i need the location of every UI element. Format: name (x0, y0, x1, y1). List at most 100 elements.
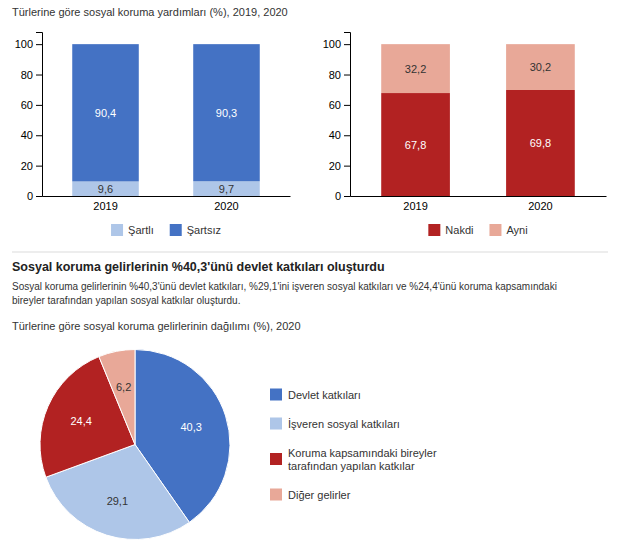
x-tick: 2019 (403, 196, 427, 212)
data-label: 29,1 (107, 495, 128, 507)
data-label: 6,2 (116, 381, 131, 393)
x-axis: 2019 2020 (43, 196, 291, 212)
legend: NakdiAyni (428, 224, 527, 236)
data-label: 90,3 (216, 107, 237, 119)
bars (381, 44, 575, 196)
tick-mark (344, 166, 350, 167)
legend-item: Diğer gelirler (270, 489, 351, 501)
subtitle: Sosyal koruma gelirlerinin %40,3'ünü dev… (12, 281, 557, 306)
bar-segment (193, 181, 260, 196)
pie-slice (99, 350, 135, 445)
tick-mark (36, 75, 42, 76)
legend-label-line: İşveren sosyal katkıları (288, 418, 400, 430)
tick-mark (344, 105, 350, 106)
y-tick: 80 (329, 69, 350, 81)
tick-label: 60 (329, 99, 341, 111)
y-tick: 40 (21, 129, 42, 141)
data-label: 67,8 (405, 139, 426, 151)
legend-item: Şartlı (111, 224, 154, 236)
legend: Şartlı Şartsız (111, 224, 221, 236)
y-tick: 60 (21, 99, 42, 111)
bar-segment (381, 44, 450, 93)
y-tick: 0 (27, 190, 42, 202)
axis-domain (36, 33, 43, 197)
bar-chart: 67,8 69,8 32,2 30,2 0 20 40 60 80 100 2019 2020Nakd… (323, 33, 607, 237)
pie-chart: 40,3 29,1 24,4 6,2 (40, 350, 230, 540)
y-tick: 0 (335, 190, 350, 202)
legend-swatch (270, 489, 282, 501)
legend-label: Şartlı (128, 224, 154, 236)
legend-label-line: Diğer gelirler (288, 489, 351, 501)
data-label: 90,4 (95, 107, 116, 119)
tick-label: 80 (329, 69, 341, 81)
tick-mark (344, 44, 350, 45)
data-label: 32,2 (405, 63, 426, 75)
data-label: 9,6 (98, 183, 113, 195)
y-tick: 80 (21, 69, 42, 81)
legend-swatch (489, 224, 501, 236)
bar-segment (72, 44, 139, 181)
y-tick: 20 (329, 160, 350, 172)
data-labels: 67,8 69,8 32,2 30,2 (405, 61, 551, 150)
x-tick: 2020 (214, 196, 238, 212)
data-label: 24,4 (70, 415, 91, 427)
data-label: 30,2 (530, 61, 551, 73)
y-tick: 40 (329, 129, 350, 141)
tick-mark (344, 75, 350, 76)
tick-mark (36, 135, 42, 136)
legend-label: Devlet katkıları (288, 389, 361, 401)
tick-label: 20 (21, 160, 33, 172)
tick-label: 2020 (214, 200, 238, 212)
legend-label-line: Devlet katkıları (288, 389, 361, 401)
tick-mark (36, 196, 42, 197)
legend-item: Ayni (489, 224, 527, 236)
chart-title: Türlerine göre sosyal koruma yardımları … (12, 6, 288, 18)
tick-label: 2019 (93, 200, 117, 212)
tick-label: 0 (27, 190, 33, 202)
legend-label: Ayni (506, 224, 527, 236)
tick-label: 20 (329, 160, 341, 172)
legend-item: Devlet katkıları (270, 389, 361, 401)
y-axis: 020406080100 (15, 33, 43, 203)
tick-label: 40 (21, 129, 33, 141)
y-tick: 100 (323, 38, 350, 50)
tick-mark (36, 166, 42, 167)
legend-swatch (270, 418, 282, 430)
legend-swatch (170, 224, 182, 236)
subtitle-line: Sosyal koruma gelirlerinin %40,3'ünü dev… (12, 281, 557, 292)
tick-label: 60 (21, 99, 33, 111)
legend: Devlet katkıları İşveren sosyal katkıları… (270, 389, 437, 501)
tick-label: 0 (335, 190, 341, 202)
tick-mark (344, 135, 350, 136)
tick-mark (36, 105, 42, 106)
y-tick: 60 (329, 99, 350, 111)
tick-label: 80 (21, 69, 33, 81)
legend-label-line: Koruma kapsamındaki bireyler (288, 447, 437, 459)
legend-label: Şartsız (187, 224, 221, 236)
legend-item: Koruma kapsamındaki bireylertarafından y… (270, 447, 437, 472)
tick-label: 40 (329, 129, 341, 141)
bar-segment (381, 93, 450, 196)
page: Türlerine göre sosyal koruma yardımları … (0, 0, 620, 557)
bar-segment (506, 44, 575, 90)
x-axis: 2019 2020 (351, 196, 607, 212)
tick-mark (36, 44, 42, 45)
bar-segment (506, 90, 575, 196)
legend-swatch (428, 224, 440, 236)
legend-item: İşveren sosyal katkıları (270, 418, 400, 430)
bar-chart: 9,69,790,490,302040608010020192020Şartlı… (15, 33, 291, 237)
bars (72, 44, 260, 196)
legend-label: Koruma kapsamındaki bireylertarafından y… (288, 447, 437, 472)
legend-label: İşveren sosyal katkıları (288, 418, 400, 430)
subtitle-line: bireyler tarafından yapılan sosyal katkı… (12, 295, 240, 306)
legend-label-line: tarafından yapılan katkılar (288, 460, 415, 472)
data-label: 69,8 (530, 137, 551, 149)
heading: Sosyal koruma gelirlerinin %40,3'ünü dev… (12, 260, 385, 274)
tick-mark (344, 196, 350, 197)
legend-label: Diğer gelirler (288, 489, 351, 501)
data-label: 40,3 (180, 421, 201, 433)
bar-segment (193, 44, 260, 181)
bar-segment (72, 181, 139, 196)
axis-domain (351, 196, 607, 197)
x-tick: 2020 (528, 196, 552, 212)
